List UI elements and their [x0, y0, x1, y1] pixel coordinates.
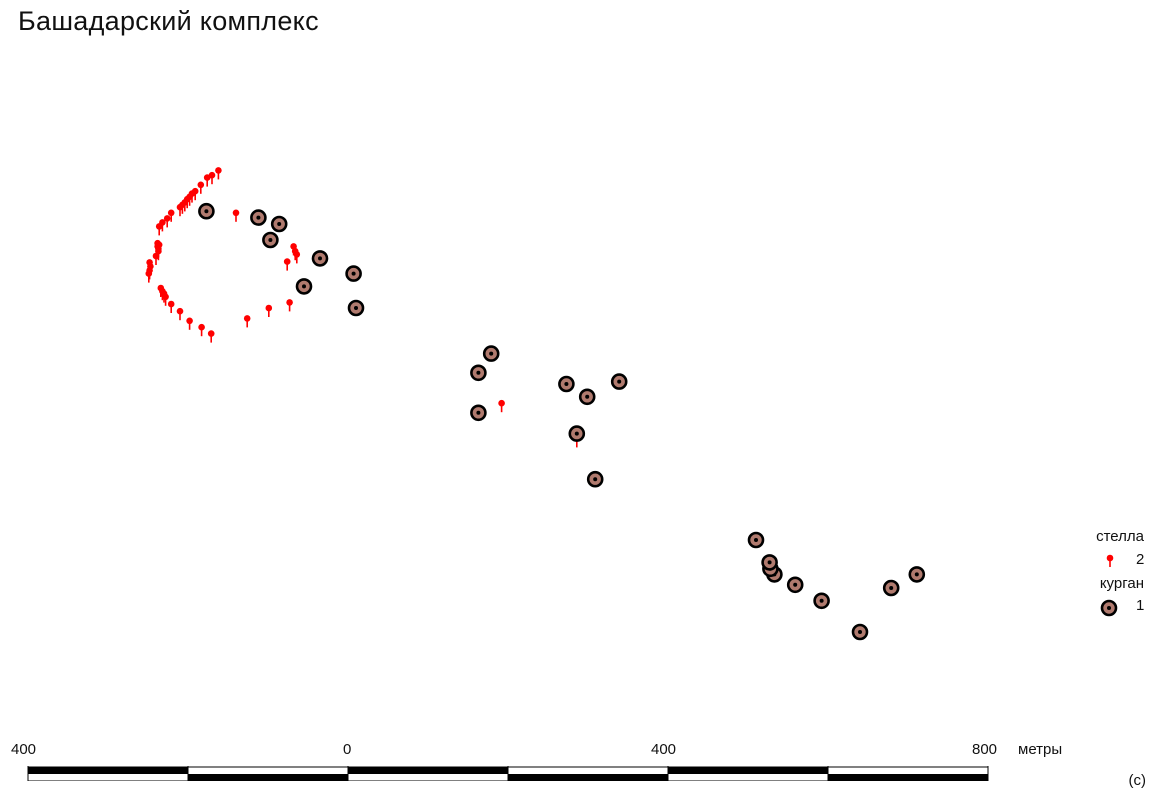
stella-marker[interactable]	[208, 171, 216, 185]
stella-marker[interactable]	[186, 317, 193, 330]
scale-label-0: 0	[343, 741, 352, 758]
kurgan-marker[interactable]	[851, 623, 869, 641]
stella-marker[interactable]	[159, 219, 166, 232]
legend-stella-count: 2	[1136, 551, 1145, 568]
kurgan-marker[interactable]	[558, 375, 575, 393]
stella-marker[interactable]	[215, 167, 222, 180]
kurgan-marker[interactable]	[311, 250, 329, 267]
scale-label-400-left: 400	[11, 741, 37, 758]
legend-kurgan-icon[interactable]	[1100, 599, 1118, 617]
stella-marker[interactable]	[176, 307, 184, 321]
stella-marker[interactable]	[232, 209, 240, 222]
stella-marker[interactable]	[283, 258, 291, 271]
kurgan-marker[interactable]	[813, 592, 830, 610]
kurgan-marker[interactable]	[295, 278, 313, 295]
stella-marker[interactable]	[286, 299, 293, 312]
kurgan-marker[interactable]	[470, 364, 487, 382]
kurgan-marker[interactable]	[250, 209, 267, 226]
kurgan-marker[interactable]	[270, 215, 288, 233]
kurgans-layer	[198, 202, 926, 641]
kurgan-marker[interactable]	[347, 299, 365, 317]
kurgan-marker[interactable]	[786, 576, 804, 594]
kurgan-marker[interactable]	[586, 470, 604, 488]
map-title: Башадарский комплекс	[18, 6, 319, 36]
kurgan-marker[interactable]	[482, 345, 500, 362]
stella-marker[interactable]	[207, 330, 215, 343]
stella-marker[interactable]	[146, 259, 153, 272]
legend-kurgan-label: курган	[1099, 575, 1144, 592]
kurgan-marker[interactable]	[345, 265, 362, 282]
legend-stella-label: стелла	[1096, 528, 1144, 545]
stella-marker[interactable]	[157, 284, 165, 297]
stella-marker[interactable]	[167, 300, 175, 313]
stella-marker[interactable]	[198, 323, 205, 337]
legend-stella-icon[interactable]	[1106, 554, 1114, 567]
kurgan-marker[interactable]	[568, 425, 586, 442]
kurgan-marker[interactable]	[470, 404, 487, 422]
legend-symbols	[1100, 554, 1118, 617]
kurgan-marker[interactable]	[578, 388, 596, 406]
stella-marker[interactable]	[154, 239, 161, 253]
scale-unit-label: метры	[1018, 741, 1063, 758]
stella-marker[interactable]	[265, 304, 273, 317]
kurgan-marker[interactable]	[262, 231, 279, 249]
stella-marker[interactable]	[498, 399, 505, 413]
stella-marker[interactable]	[167, 209, 175, 222]
stella-marker[interactable]	[163, 215, 171, 228]
legend-kurgan-count: 1	[1136, 597, 1145, 614]
stella-marker[interactable]	[290, 243, 297, 256]
stella-marker[interactable]	[243, 315, 251, 328]
scale-label-800: 800	[972, 741, 998, 758]
kurgan-marker[interactable]	[610, 373, 628, 390]
kurgan-marker[interactable]	[747, 531, 765, 549]
kurgan-marker[interactable]	[761, 554, 778, 571]
scale-label-400-right: 400	[651, 741, 677, 758]
stella-marker[interactable]	[191, 187, 199, 201]
kurgan-marker[interactable]	[908, 566, 926, 583]
kurgan-marker[interactable]	[882, 579, 900, 597]
kurgan-marker[interactable]	[198, 202, 215, 220]
scale-bar	[27, 766, 989, 781]
stella-marker[interactable]	[197, 181, 205, 194]
